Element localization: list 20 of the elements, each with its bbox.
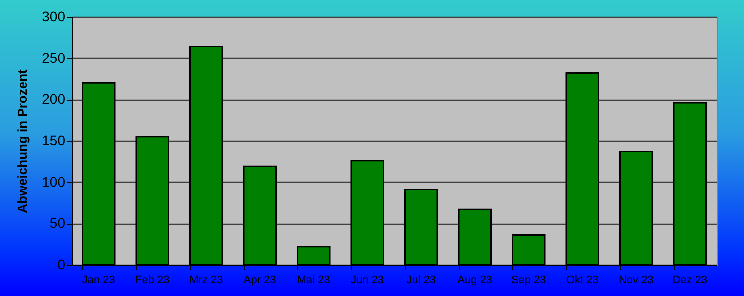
x-tick-label: Nov 23 — [618, 274, 654, 286]
y-tick-label: 300 — [42, 8, 66, 24]
x-tick-label: Jul 23 — [406, 274, 436, 286]
y-axis-title: Abweichung in Prozent — [15, 68, 30, 214]
y-tick-label: 250 — [42, 50, 66, 66]
x-tick-label: Aug 23 — [458, 274, 493, 286]
x-tick-label: Dez 23 — [672, 274, 708, 286]
x-tick-label: Jan 23 — [82, 274, 116, 286]
y-tick-label: 50 — [50, 215, 66, 232]
x-tick-label: Sep 23 — [511, 274, 546, 286]
x-tick-label: Feb 23 — [136, 274, 170, 286]
x-tick-label: Mai 23 — [297, 274, 330, 286]
y-tick-label: 150 — [42, 132, 66, 148]
y-tick-label: 200 — [42, 91, 66, 108]
x-tick-label: Jun 23 — [351, 274, 384, 286]
x-tick-label: Apr 23 — [244, 274, 276, 286]
y-tick-label: 0 — [58, 256, 66, 272]
y-tick-label: 100 — [42, 174, 66, 190]
x-tick-label: Okt 23 — [566, 274, 599, 286]
x-tick-label: Mrz 23 — [190, 274, 224, 286]
